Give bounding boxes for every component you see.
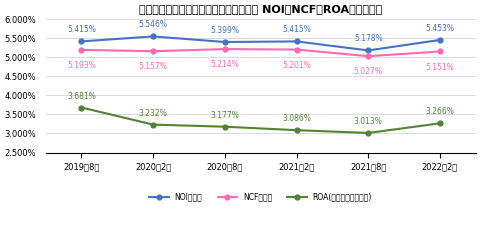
Text: 5.027%: 5.027% (354, 67, 383, 76)
Text: 5.415%: 5.415% (282, 25, 311, 35)
NCF利回り (437, 50, 443, 53)
ROA(総資産経常利益率) (294, 129, 300, 132)
Text: 5.178%: 5.178% (354, 35, 383, 44)
Text: 5.214%: 5.214% (211, 60, 239, 69)
Line: ROA(総資産経常利益率): ROA(総資産経常利益率) (79, 105, 443, 135)
Line: NOI利回り: NOI利回り (79, 34, 443, 53)
Text: 5.151%: 5.151% (426, 62, 455, 72)
ROA(総資産経常利益率) (437, 122, 443, 125)
Text: 3.177%: 3.177% (210, 111, 240, 120)
NOI利回り (79, 40, 84, 43)
ROA(総資産経常利益率) (222, 125, 228, 128)
NOI利回り (294, 40, 300, 43)
NCF利回り (222, 48, 228, 51)
NOI利回り (365, 49, 371, 52)
ROA(総資産経常利益率) (79, 106, 84, 109)
ROA(総資産経常利益率) (365, 132, 371, 135)
Text: 5.193%: 5.193% (67, 61, 96, 70)
Text: 3.232%: 3.232% (139, 109, 168, 118)
Text: 3.013%: 3.013% (354, 117, 383, 126)
Text: 3.086%: 3.086% (282, 114, 311, 123)
NCF利回り (365, 55, 371, 58)
NCF利回り (79, 48, 84, 51)
NOI利回り (150, 35, 156, 38)
Text: 5.201%: 5.201% (282, 61, 311, 70)
Text: 5.399%: 5.399% (210, 26, 240, 35)
Text: 3.266%: 3.266% (426, 107, 455, 116)
Title: 日本アコモデーションファンド投資法人 NOI・NCF・ROA利回り推移: 日本アコモデーションファンド投資法人 NOI・NCF・ROA利回り推移 (139, 4, 383, 14)
NCF利回り (150, 50, 156, 53)
Text: 5.546%: 5.546% (139, 20, 168, 29)
Text: 5.157%: 5.157% (139, 62, 168, 71)
ROA(総資産経常利益率) (150, 123, 156, 126)
NOI利回り (222, 41, 228, 44)
Text: 5.453%: 5.453% (425, 24, 455, 33)
Text: 3.681%: 3.681% (67, 91, 96, 101)
NOI利回り (437, 39, 443, 42)
Text: 5.415%: 5.415% (67, 25, 96, 35)
NCF利回り (294, 48, 300, 51)
Legend: NOI利回り, NCF利回り, ROA(総資産経常利益率): NOI利回り, NCF利回り, ROA(総資産経常利益率) (146, 190, 375, 205)
Line: NCF利回り: NCF利回り (79, 47, 443, 59)
